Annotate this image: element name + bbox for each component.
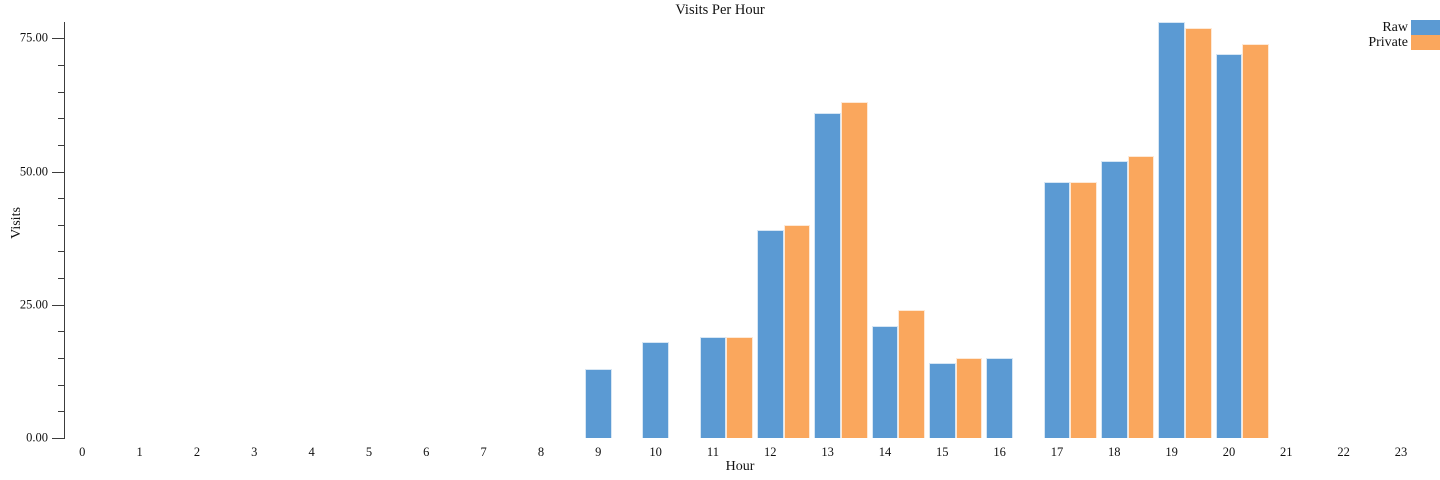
y-minor-tick: [58, 251, 64, 253]
bar-private-hour-12: [783, 224, 811, 438]
x-tick-label: 22: [1337, 445, 1350, 459]
legend-item-raw: Raw: [1368, 20, 1440, 35]
x-tick-label: 11: [706, 445, 719, 459]
x-tick-label: 7: [480, 445, 487, 459]
x-tick-label: 9: [595, 445, 602, 459]
y-minor-tick: [58, 331, 64, 333]
x-tick-label: 6: [423, 445, 430, 459]
bar-raw-hour-17: [1043, 182, 1071, 438]
y-axis-title: Visits: [9, 207, 24, 239]
bar-private-hour-11: [726, 336, 754, 438]
y-tick-label: 25.00: [19, 297, 48, 312]
bar-private-hour-15: [955, 358, 983, 438]
y-minor-tick: [58, 224, 64, 226]
legend-label-private: Private: [1368, 35, 1408, 50]
bar-raw-hour-11: [699, 336, 727, 438]
x-tick-label: 15: [936, 445, 949, 459]
legend-swatch-raw: [1411, 20, 1440, 35]
y-axis-line: [64, 22, 65, 439]
x-tick-label: 0: [79, 445, 86, 459]
y-tick-label: 0.00: [26, 430, 48, 445]
x-tick-label: 13: [821, 445, 834, 459]
y-minor-tick: [58, 144, 64, 146]
y-minor-tick: [58, 64, 64, 66]
x-tick-label: 1: [136, 445, 143, 459]
bar-private-hour-19: [1185, 27, 1212, 438]
x-tick-label: 21: [1280, 445, 1293, 459]
legend: Raw Private: [1368, 20, 1440, 50]
y-minor-tick: [58, 384, 64, 386]
y-minor-tick: [58, 91, 64, 93]
legend-item-private: Private: [1368, 35, 1440, 50]
y-major-tick: [52, 171, 64, 173]
x-axis-title: Hour: [725, 459, 755, 474]
y-minor-tick: [58, 411, 64, 413]
x-tick-label: 3: [251, 445, 258, 459]
bar-raw-hour-13: [814, 112, 842, 438]
bar-raw-hour-20: [1215, 54, 1243, 438]
y-minor-tick: [58, 198, 64, 200]
bar-private-hour-14: [898, 310, 926, 438]
bar-raw-hour-16: [986, 358, 1014, 438]
y-tick-label: 75.00: [19, 30, 48, 45]
x-tick-label: 19: [1165, 445, 1178, 459]
x-tick-label: 20: [1222, 445, 1236, 459]
x-tick-label: 8: [537, 445, 545, 459]
bar-private-hour-18: [1127, 155, 1155, 438]
y-major-tick: [52, 304, 64, 306]
x-tick-label: 5: [365, 445, 373, 459]
x-tick-label: 12: [764, 445, 777, 459]
y-minor-tick: [58, 278, 64, 280]
y-major-tick: [52, 38, 64, 40]
x-tick-label: 10: [649, 445, 662, 459]
bar-private-hour-13: [841, 102, 868, 438]
x-tick-label: 23: [1394, 445, 1408, 459]
x-tick-label: 4: [308, 445, 315, 459]
y-tick-label: 50.00: [19, 164, 48, 178]
x-tick-label: 17: [1050, 445, 1064, 459]
y-major-tick: [52, 438, 64, 439]
legend-swatch-private: [1411, 35, 1440, 50]
bar-raw-hour-14: [871, 326, 899, 438]
x-tick-label: 2: [193, 445, 201, 459]
bar-raw-hour-15: [928, 363, 956, 438]
x-tick-label: 14: [878, 445, 892, 459]
bar-raw-hour-9: [584, 368, 612, 438]
bar-raw-hour-18: [1100, 160, 1128, 438]
y-minor-tick: [58, 118, 64, 120]
x-tick-label: 18: [1108, 445, 1121, 459]
x-tick-label: 16: [993, 445, 1006, 459]
legend-label-raw: Raw: [1382, 20, 1408, 35]
bar-raw-hour-19: [1158, 22, 1186, 438]
bar-raw-hour-10: [642, 342, 670, 438]
y-minor-tick: [58, 358, 64, 360]
bar-raw-hour-12: [756, 230, 784, 438]
bar-private-hour-20: [1242, 43, 1270, 438]
bar-private-hour-17: [1070, 182, 1098, 438]
chart-title: Visits Per Hour: [675, 2, 765, 18]
